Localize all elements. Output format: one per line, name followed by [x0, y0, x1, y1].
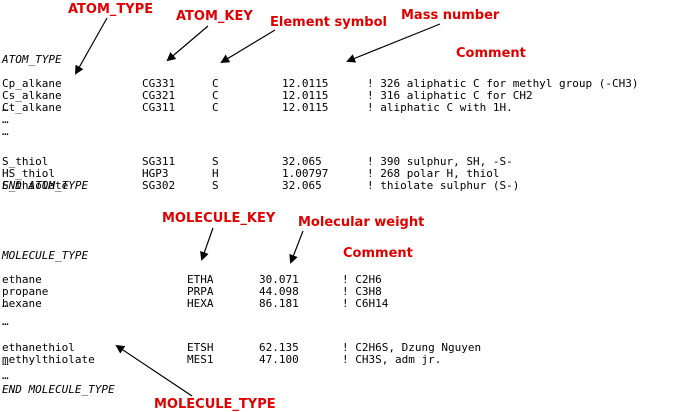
element-symbol: C [212, 101, 219, 114]
mass-number: 12.0115 [282, 89, 329, 102]
ellipsis: … [2, 315, 9, 328]
ellipsis: … [2, 297, 9, 310]
molecular-weight-label: Molecular weight [298, 215, 425, 230]
atom-key: CG311 [142, 101, 176, 114]
ellipsis: … [2, 355, 9, 368]
element-symbol-label: Element symbol [270, 15, 387, 30]
ellipsis: … [2, 101, 9, 114]
atom-name: Cp_alkane [2, 77, 62, 90]
molecule-comment: ! C2H6S, Dzung Nguyen [342, 341, 482, 354]
mass-number: 1.00797 [282, 167, 329, 180]
molecular-weight: 62.135 [259, 341, 299, 354]
atom-key-arrow [166, 25, 209, 62]
mass-number: 32.065 [282, 155, 322, 168]
molecule-row: ethane ETHA 30.071 ! C2H6 [2, 262, 382, 286]
atom-name: S_thiol [2, 155, 49, 168]
atom-row: Cp_alkane CG331 C 12.0115 ! 326 aliphatic C … [2, 66, 639, 90]
atom-name: S_thiolate [2, 179, 69, 192]
molecular-weight-arrow [289, 230, 304, 264]
molecule-row: propane PRPA 44.098 ! C3H8 [2, 274, 382, 298]
molecular-weight: 30.071 [259, 273, 299, 286]
atom-row: HS_thiol HGP3 H 1.00797 ! 268 polar H, thiol [2, 156, 499, 180]
molecule-section-footer: END MOLECULE_TYPE [2, 383, 115, 396]
atom-comment: ! 268 polar H, thiol [367, 167, 500, 180]
molecule-key: PRPA [187, 285, 214, 298]
atom-section-footer: END ATOM_TYPE [2, 179, 89, 192]
atom-row: S_thiolate SG302 S 32.065 ! thiolate sulphur… [2, 168, 519, 192]
atom-comment: ! 326 aliphatic C for methyl group (-CH3… [367, 77, 639, 90]
element-symbol: H [212, 167, 219, 180]
atom-type-label: ATOM_TYPE [68, 2, 154, 17]
atom-name: Cs_alkane [2, 89, 62, 102]
atom-comment-label: Comment [456, 46, 526, 61]
mass-number: 12.0115 [282, 77, 329, 90]
molecule-row: hexane HEXA 86.181 ! C6H14 [2, 286, 388, 310]
atom-comment: ! 390 sulphur, SH, -S- [367, 155, 513, 168]
atom-comment: ! thiolate sulphur (S-) [367, 179, 520, 192]
molecule-key: HEXA [187, 297, 214, 310]
molecule-key: MES1 [187, 353, 214, 366]
atom-row: Ct_alkane CG311 C 12.0115 ! aliphatic C with… [2, 90, 513, 114]
molecule-comment: ! C3H8 [342, 285, 382, 298]
atom-section-header: ATOM_TYPE [2, 53, 62, 66]
atom-key: CG331 [142, 77, 176, 90]
atom-row: S_thiol SG311 S 32.065 ! 390 sulphur, SH, -S… [2, 144, 513, 168]
molecule-key-arrow [200, 227, 214, 261]
molecular-weight: 44.098 [259, 285, 299, 298]
atom-comment: ! 316 aliphatic C for CH2 [367, 89, 533, 102]
element-symbol-arrow [220, 29, 276, 64]
molecule-name: methylthiolate [2, 353, 95, 366]
atom-row: Cs_alkane CG321 C 12.0115 ! 316 aliphatic C … [2, 78, 533, 102]
ellipsis: … [2, 369, 9, 382]
mass-number: 32.065 [282, 179, 322, 192]
element-symbol: C [212, 77, 219, 90]
molecule-name: hexane [2, 297, 42, 310]
molecule-comment: ! CH3S, adm jr. [342, 353, 442, 366]
element-symbol: S [212, 179, 219, 192]
molecule-comment-label: Comment [343, 246, 413, 261]
molecule-name: ethanethiol [2, 341, 75, 354]
mass-number: 12.0115 [282, 101, 329, 114]
atom-comment: ! aliphatic C with 1H. [367, 101, 513, 114]
atom-key: CG321 [142, 89, 176, 102]
atom-key: SG311 [142, 155, 176, 168]
element-symbol: S [212, 155, 219, 168]
molecule-section-header: MOLECULE_TYPE [2, 249, 89, 262]
molecular-weight: 86.181 [259, 297, 299, 310]
atom-name: HS_thiol [2, 167, 55, 180]
atom-type-arrow [75, 17, 108, 75]
molecule-row: methylthiolate MES1 47.100 ! CH3S, adm jr. [2, 342, 441, 366]
ellipsis: … [2, 125, 9, 138]
atom-name: Ct_alkane [2, 101, 62, 114]
molecule-row: ethanethiol ETSH 62.135 ! C2H6S, Dzung Nguy… [2, 330, 481, 354]
molecule-type-arrow [115, 344, 193, 397]
molecule-comment: ! C2H6 [342, 273, 382, 286]
mass-number-label: Mass number [401, 8, 500, 23]
molecule-key: ETHA [187, 273, 214, 286]
molecule-key-label: MOLECULE_KEY [162, 211, 276, 226]
element-symbol: C [212, 89, 219, 102]
atom-key-label: ATOM_KEY [176, 9, 253, 24]
molecular-weight: 47.100 [259, 353, 299, 366]
atom-key: SG302 [142, 179, 176, 192]
molecule-key: ETSH [187, 341, 214, 354]
molecule-comment: ! C6H14 [342, 297, 389, 310]
molecule-name: propane [2, 285, 49, 298]
atom-key: HGP3 [142, 167, 169, 180]
ellipsis: … [2, 113, 9, 126]
molecule-name: ethane [2, 273, 42, 286]
molecule-type-label: MOLECULE_TYPE [154, 397, 276, 412]
